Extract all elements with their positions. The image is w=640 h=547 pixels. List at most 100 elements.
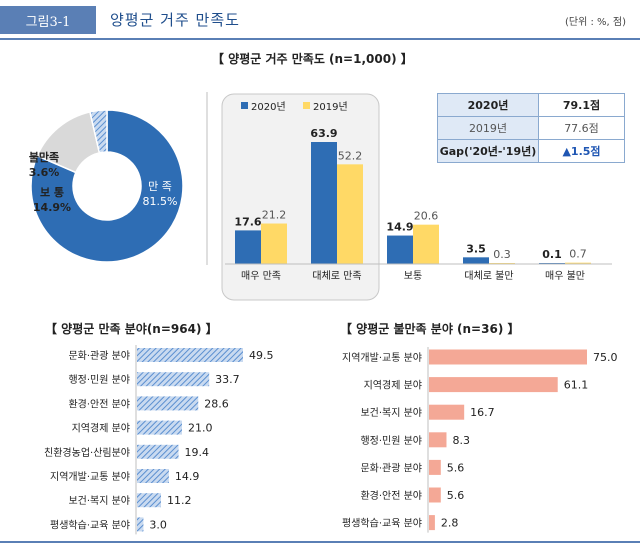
bar-value-label: 14.9 <box>175 470 200 483</box>
column-bar <box>387 235 413 264</box>
column-value-label: 52.2 <box>338 149 363 162</box>
bar-category-label: 문화·관광 분야 <box>360 462 422 474</box>
bar <box>429 404 465 420</box>
column-value-label: 0.1 <box>542 248 562 261</box>
bar <box>429 377 558 393</box>
column-bar <box>565 262 591 264</box>
bar-value-label: 33.7 <box>215 373 240 386</box>
column-category-label: 보통 <box>404 270 422 282</box>
footer-divider <box>0 541 640 543</box>
bar-category-label: 친환경농업·산림분야 <box>44 446 130 459</box>
column-category-label: 매우 만족 <box>241 270 281 282</box>
bar <box>137 396 199 411</box>
column-bar <box>261 223 287 264</box>
score-row-2020: 2020년 79.1점 <box>437 93 625 117</box>
column-value-label: 0.3 <box>493 248 511 261</box>
bar <box>137 517 144 532</box>
column-value-label: 0.7 <box>569 248 587 261</box>
column-category-label: 대체로 불만 <box>464 270 513 282</box>
bar <box>137 348 243 362</box>
column-chart: 17.621.2 매우 만족 63.952.2 대체로 만족 14.920.6 보통 3.5… <box>225 101 612 282</box>
slice-label: 불만족 <box>29 150 59 164</box>
bar-value-label: 49.5 <box>249 349 274 362</box>
bar <box>137 420 182 435</box>
bar-value-label: 5.6 <box>447 489 465 502</box>
legend-label: 2019년 <box>313 101 348 113</box>
score-value: 79.1점 <box>538 93 625 117</box>
score-value: ▲1.5점 <box>538 139 625 163</box>
bar-value-label: 16.7 <box>470 406 495 419</box>
satisfied-section-title: 【 양평군 만족 분야(n=964) 】 <box>45 322 218 336</box>
donut-slice <box>30 109 184 263</box>
figure-title: 양평군 거주 만족도 <box>110 11 240 29</box>
bar-category-label: 지역개발·교통 분야 <box>342 352 422 364</box>
figure-header: 그림3-1 양평군 거주 만족도 (단위 : %, 점) <box>0 0 640 40</box>
legend-label: 2020년 <box>251 101 286 113</box>
bar-value-label: 3.0 <box>149 518 167 531</box>
bar-category-label: 행정·민원 분야 <box>68 374 130 386</box>
bar-category-label: 환경·안전 분야 <box>68 397 130 410</box>
score-table: 2020년 79.1점 2019년 77.6점 Gap('20년-'19년) ▲… <box>437 93 625 163</box>
bar <box>137 372 210 387</box>
header-divider <box>0 38 640 40</box>
bar-category-label: 보건·복지 분야 <box>360 407 422 419</box>
score-row-2019: 2019년 77.6점 <box>437 116 625 140</box>
bar-category-label: 평생학습·교육 분야 <box>342 518 422 530</box>
unit-label: (단위 : %, 점) <box>565 17 626 28</box>
slice-value-label: 81.5% <box>143 195 178 208</box>
slice-label: 보 통 <box>40 186 64 199</box>
bar-value-label: 11.2 <box>167 494 192 507</box>
bar-value-label: 8.3 <box>452 434 470 447</box>
bar-value-label: 75.0 <box>593 351 618 364</box>
satisfied-bar-chart: 문화·관광 분야 49.5 행정·민원 분야 33.7 환경·안전 분야 28.6 지역경제… <box>44 345 274 535</box>
dissatisfied-bar-chart: 지역개발·교통 분야 75.0 지역경제 분야 61.1 보건·복지 분야 16.7 행정·… <box>342 347 618 533</box>
overall-section-title: 【 양평군 거주 만족도 (n=1,000) 】 <box>212 52 413 66</box>
bar-value-label: 2.8 <box>441 517 459 530</box>
bar <box>137 444 179 459</box>
bar-value-label: 5.6 <box>447 461 465 474</box>
bar <box>429 349 587 365</box>
score-value: 77.6점 <box>538 116 625 140</box>
column-bar <box>337 164 363 264</box>
donut-slice <box>89 109 108 154</box>
score-row-gap: Gap('20년-'19년) ▲1.5점 <box>437 139 625 163</box>
bar-category-label: 지역개발·교통 분야 <box>50 471 130 483</box>
bar <box>429 487 441 503</box>
column-category-label: 대체로 만족 <box>312 270 361 282</box>
bar-value-label: 28.6 <box>204 397 229 410</box>
donut-chart: 만 족 81.5% 보 통 14.9% 불만족 3.6% <box>29 109 184 263</box>
legend-swatch <box>303 102 310 109</box>
column-bar <box>311 142 337 264</box>
column-value-label: 63.9 <box>310 127 337 140</box>
score-label: 2019년 <box>437 116 539 140</box>
score-label: 2020년 <box>437 93 539 117</box>
column-bar <box>413 224 439 264</box>
bar-value-label: 61.1 <box>564 379 589 392</box>
column-value-label: 14.9 <box>386 221 413 234</box>
legend-swatch <box>241 102 248 109</box>
column-value-label: 17.6 <box>234 215 261 228</box>
slice-value-label: 14.9% <box>33 201 71 214</box>
column-value-label: 3.5 <box>466 242 486 255</box>
column-value-label: 21.2 <box>262 209 287 222</box>
column-bar <box>235 230 261 264</box>
dissatisfied-section-title: 【 양평군 불만족 분야 (n=36) 】 <box>340 322 520 336</box>
bar-value-label: 19.4 <box>185 446 210 459</box>
column-bar <box>463 257 489 264</box>
bar <box>429 459 441 475</box>
bar-category-label: 문화·관광 분야 <box>68 350 130 362</box>
slice-label: 만 족 <box>148 180 172 193</box>
column-category-label: 매우 불만 <box>545 270 585 282</box>
bar-category-label: 지역경제 분야 <box>364 379 422 392</box>
bar-category-label: 행정·민원 분야 <box>360 435 422 447</box>
bar-category-label: 보건·복지 분야 <box>68 495 130 507</box>
bar-value-label: 21.0 <box>188 422 213 435</box>
slice-value-label: 3.6% <box>29 166 60 179</box>
bar-category-label: 지역경제 분야 <box>72 422 130 435</box>
bar <box>137 493 161 508</box>
column-value-label: 20.6 <box>414 210 439 223</box>
bar <box>429 432 447 448</box>
bar <box>137 469 169 483</box>
figure-tag: 그림3-1 <box>0 6 96 34</box>
